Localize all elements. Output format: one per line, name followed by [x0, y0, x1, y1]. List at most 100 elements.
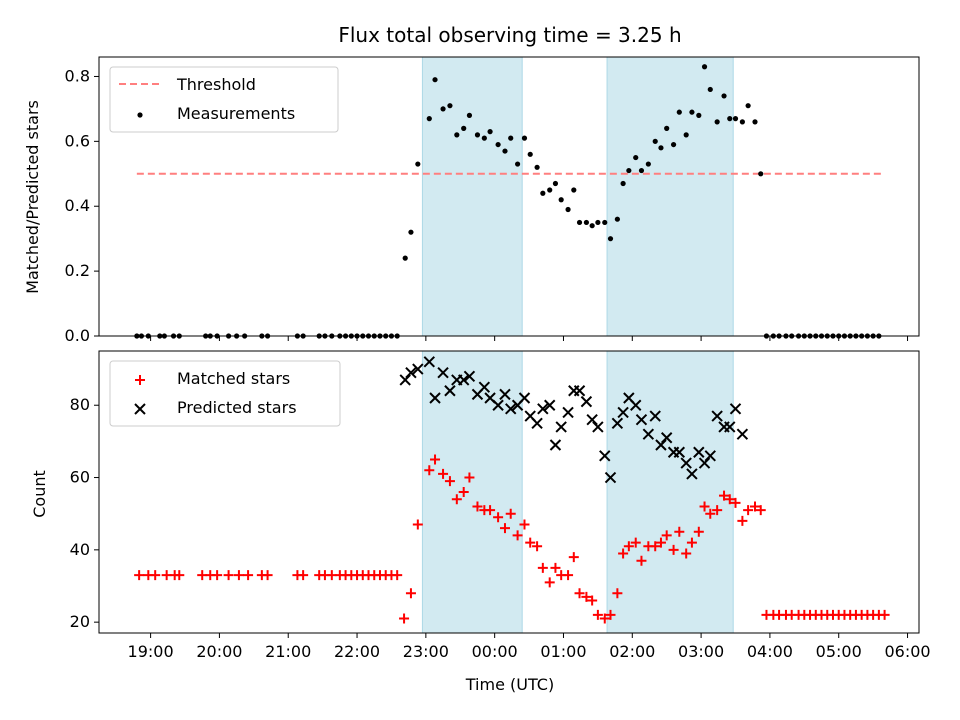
- top-y-tick-label: 0.6: [65, 131, 90, 150]
- bottom-shaded-interval-1: [421, 350, 523, 634]
- predicted-star-point: [604, 471, 617, 484]
- matched-star-point: [719, 490, 730, 501]
- measurement-point: [495, 141, 501, 148]
- predicted-star-point: [405, 366, 417, 379]
- matched-star-point: [298, 570, 309, 581]
- top-y-tick-label: 0.2: [65, 261, 90, 280]
- matched-star-point: [705, 508, 716, 519]
- predicted-star-point: [399, 374, 411, 386]
- matched-star-point: [724, 494, 735, 505]
- matched-star-point: [233, 570, 244, 581]
- measurement-point: [676, 109, 682, 115]
- x-tick-label: 21:00: [265, 642, 311, 661]
- measurement-point: [670, 141, 677, 148]
- matched-star-point: [681, 548, 692, 559]
- matched-star-point: [424, 465, 435, 476]
- matched-star-point: [612, 588, 623, 599]
- predicted-star-point: [698, 457, 711, 469]
- measurement-point: [474, 132, 481, 138]
- top-y-tick-label: 0.4: [65, 196, 90, 215]
- matched-star-point: [464, 472, 475, 483]
- predicted-star-point: [630, 399, 642, 411]
- x-tick-label: 03:00: [678, 642, 724, 661]
- legend-matched-swatch: [135, 375, 145, 385]
- measurement-point: [696, 112, 702, 118]
- predicted-star-point: [537, 403, 549, 415]
- top-plot-frame: [98, 56, 920, 337]
- matched-star-point: [472, 501, 483, 512]
- measurement-point: [727, 116, 733, 122]
- predicted-star-point: [680, 457, 692, 469]
- matched-star-point: [519, 519, 530, 530]
- predicted-star-point: [673, 446, 686, 458]
- bottom-y-axis-title: Count: [30, 470, 49, 518]
- predicted-star-point: [655, 439, 667, 451]
- measurement-point: [652, 138, 658, 144]
- matched-star-point: [581, 591, 592, 602]
- predicted-star-point: [704, 450, 716, 462]
- measurement-point: [589, 223, 595, 229]
- x-tick-label: 23:00: [403, 642, 449, 661]
- predicted-star-point: [492, 399, 504, 411]
- predicted-star-point: [562, 406, 574, 419]
- measurement-point: [745, 103, 751, 109]
- measurement-point: [540, 190, 546, 196]
- star-count-panel: 20 40 60 80 19:00 20:00 21:00 22:00 23:00 00:00 01…: [70, 350, 931, 661]
- measurement-point: [426, 116, 432, 122]
- measurement-point: [701, 64, 708, 70]
- measurement-point: [689, 109, 695, 115]
- matched-star-point: [674, 526, 685, 537]
- measurement-point: [752, 119, 758, 125]
- measurement-point: [620, 180, 626, 187]
- matched-star-point: [150, 570, 161, 581]
- measurement-point: [487, 129, 493, 135]
- predicted-star-point: [611, 417, 624, 430]
- bottom-y-tick-label: 40: [70, 540, 90, 559]
- matched-star-point: [605, 609, 616, 620]
- predicted-star-point: [412, 363, 424, 375]
- matched-star-point: [574, 588, 585, 599]
- matched-star-point: [668, 544, 679, 555]
- measurement-point: [739, 119, 745, 125]
- predicted-star-point: [555, 421, 567, 433]
- predicted-star-point: [736, 428, 749, 440]
- predicted-star-point: [437, 366, 449, 379]
- x-tick-label: 19:00: [128, 642, 174, 661]
- measurement-point: [408, 229, 414, 235]
- matched-star-point: [412, 519, 423, 530]
- bottom-y-tick-label: 60: [70, 468, 90, 487]
- x-axis-title: Time (UTC): [465, 675, 554, 694]
- measurement-point: [508, 135, 514, 141]
- matched-star-point: [493, 512, 504, 523]
- matched-star-point: [618, 548, 629, 559]
- measurement-point: [614, 216, 620, 222]
- x-tick-label: 05:00: [816, 642, 862, 661]
- measurement-point: [527, 151, 533, 157]
- predicted-star-point: [429, 392, 441, 404]
- measurement-point: [565, 206, 571, 213]
- measurement-point: [732, 116, 739, 122]
- predicted-star-point: [586, 413, 598, 426]
- top-y-tick-label: 0.8: [65, 66, 90, 85]
- top-y-tick-label: 0.0: [65, 326, 90, 345]
- measurement-point: [534, 164, 540, 170]
- matched-star-point: [525, 537, 536, 548]
- measurement-point: [547, 187, 553, 193]
- matched-star-point: [532, 541, 543, 552]
- measurement-point: [607, 236, 614, 242]
- chart-title: Flux total observing time = 3.25 h: [338, 23, 681, 47]
- matched-star-point: [223, 570, 234, 581]
- matched-star-point: [451, 494, 462, 505]
- measurement-point: [758, 171, 764, 177]
- x-tick-label: 20:00: [196, 642, 242, 661]
- measurement-point: [683, 132, 689, 138]
- matched-star-point: [587, 595, 598, 606]
- measurement-point: [707, 86, 713, 93]
- predicted-star-point: [544, 399, 556, 411]
- matched-star-point: [399, 613, 410, 624]
- matched-star-point: [755, 505, 766, 516]
- bottom-shaded-interval-2: [606, 350, 734, 634]
- predicted-star-point: [592, 421, 604, 433]
- x-tick-label: 01:00: [540, 642, 586, 661]
- matched-star-point: [743, 505, 754, 516]
